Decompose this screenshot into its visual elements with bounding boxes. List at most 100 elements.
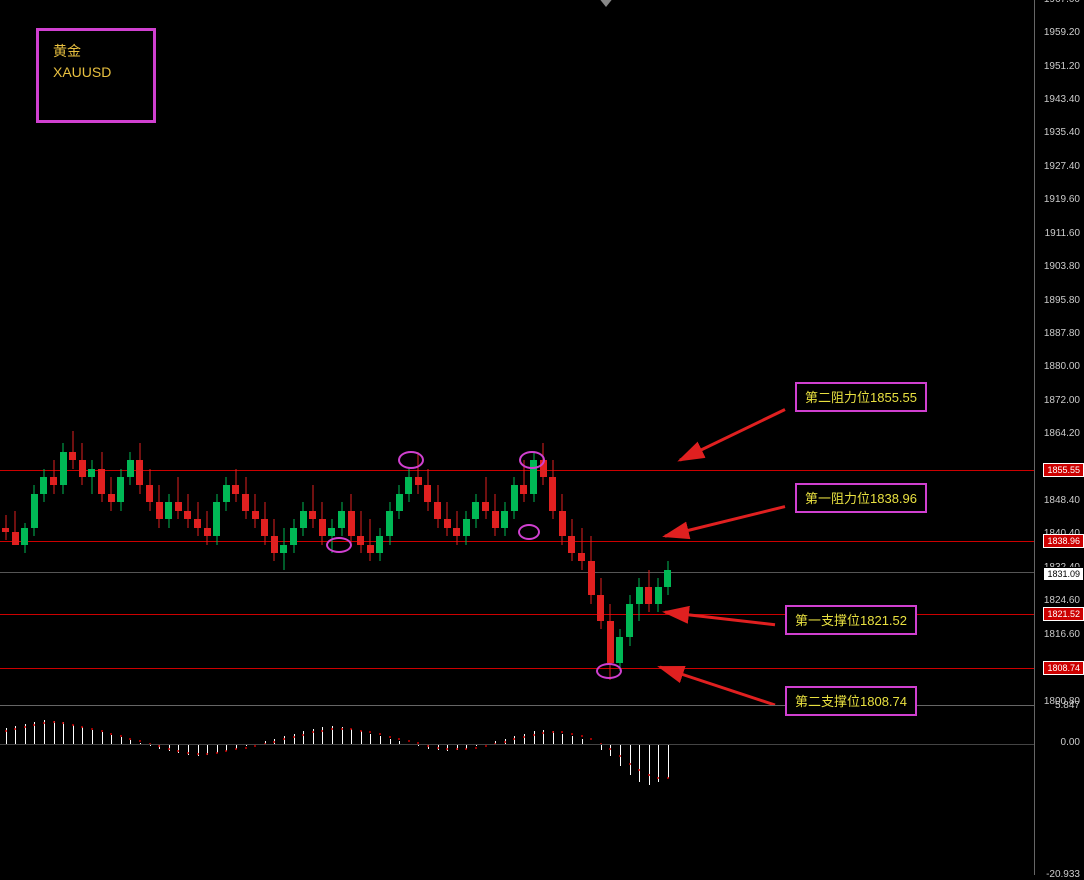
indicator-bar <box>562 734 563 744</box>
indicator-bar <box>73 725 74 744</box>
price-axis-tick: 1935.40 <box>1044 127 1080 138</box>
annotation-label: 第一阻力位1838.96 <box>805 491 917 506</box>
indicator-bar <box>524 734 525 744</box>
indicator-bar <box>361 731 362 744</box>
arrow-icon <box>680 409 785 460</box>
price-line-tag: 1838.96 <box>1043 534 1084 548</box>
candle <box>568 519 575 561</box>
candle <box>376 528 383 562</box>
price-axis-tick: 1967.00 <box>1044 0 1080 5</box>
indicator-bar <box>63 722 64 743</box>
candle <box>588 536 595 604</box>
indicator-signal-dot <box>72 724 74 726</box>
price-axis-tick: 1951.20 <box>1044 61 1080 72</box>
indicator-signal-dot <box>360 730 362 732</box>
price-axis-tick: 1959.20 <box>1044 27 1080 38</box>
indicator-bar <box>380 736 381 744</box>
indicator-bar <box>351 729 352 744</box>
indicator-signal-dot <box>446 748 448 750</box>
price-axis-tick: 1919.60 <box>1044 194 1080 205</box>
price-axis-tick: 1816.60 <box>1044 629 1080 640</box>
candle <box>578 528 585 570</box>
candle <box>136 443 143 494</box>
horizontal-line <box>0 470 1034 471</box>
highlight-ellipse <box>518 524 540 540</box>
annotation-box: 第一支撑位1821.52 <box>785 605 917 635</box>
indicator-signal-dot <box>571 733 573 735</box>
title-line2: XAUUSD <box>53 62 139 83</box>
candle <box>252 494 259 528</box>
candle <box>300 502 307 536</box>
indicator-bar <box>294 734 295 744</box>
indicator-signal-dot <box>110 733 112 735</box>
indicator-panel[interactable] <box>0 705 1034 875</box>
price-axis-tick: 1864.20 <box>1044 428 1080 439</box>
candle <box>213 494 220 545</box>
horizontal-line <box>0 668 1034 669</box>
candle <box>357 511 364 553</box>
price-line-tag: 1821.52 <box>1043 607 1084 621</box>
candle <box>98 452 105 503</box>
candle <box>444 502 451 536</box>
arrow-icon <box>665 507 785 537</box>
candle <box>309 485 316 527</box>
candle <box>79 443 86 485</box>
indicator-signal-dot <box>485 745 487 747</box>
price-axis-tick: 1943.40 <box>1044 94 1080 105</box>
chart-container: 1967.001959.201951.201943.401935.401927.… <box>0 0 1084 875</box>
indicator-signal-dot <box>629 763 631 765</box>
candle <box>2 515 9 540</box>
candle <box>434 485 441 527</box>
indicator-bar <box>342 727 343 743</box>
candle <box>127 452 134 486</box>
indicator-bar <box>82 727 83 743</box>
candle <box>21 523 28 553</box>
indicator-bar <box>178 744 179 753</box>
horizontal-line <box>0 541 1034 542</box>
indicator-signal-dot <box>91 728 93 730</box>
candle <box>626 595 633 646</box>
indicator-bar <box>111 735 112 744</box>
indicator-bar <box>649 744 650 785</box>
candle <box>597 578 604 629</box>
candle <box>549 460 556 519</box>
annotation-label: 第一支撑位1821.52 <box>795 613 907 628</box>
candle <box>108 477 115 511</box>
candle <box>223 477 230 511</box>
candle <box>511 477 518 519</box>
candle <box>348 494 355 545</box>
indicator-signal-dot <box>437 747 439 749</box>
down-marker-icon <box>598 0 614 7</box>
price-axis-tick: 1887.80 <box>1044 328 1080 339</box>
indicator-axis-tick: 5.847 <box>1055 700 1080 711</box>
indicator-bar <box>658 744 659 782</box>
candle <box>184 494 191 528</box>
candle <box>463 511 470 545</box>
candle <box>146 469 153 511</box>
candle <box>338 502 345 536</box>
candle <box>60 443 67 494</box>
candle <box>405 469 412 503</box>
title-box: 黄金 XAUUSD <box>36 28 156 123</box>
indicator-bar <box>572 736 573 744</box>
price-axis-tick: 1872.00 <box>1044 395 1080 406</box>
indicator-signal-dot <box>552 731 554 733</box>
candle <box>271 519 278 561</box>
indicator-zero-line <box>0 744 1034 745</box>
candle <box>204 511 211 545</box>
candle <box>319 502 326 544</box>
annotation-box: 第二阻力位1855.55 <box>795 382 927 412</box>
candle <box>424 469 431 511</box>
indicator-signal-dot <box>398 738 400 740</box>
price-axis-tick: 1911.60 <box>1045 228 1080 239</box>
indicator-signal-dot <box>581 735 583 737</box>
annotation-box: 第二支撑位1808.74 <box>785 686 917 716</box>
indicator-bar <box>630 744 631 775</box>
candle <box>194 502 201 536</box>
candle <box>175 477 182 519</box>
indicator-signal-dot <box>389 736 391 738</box>
candle <box>655 578 662 612</box>
indicator-signal-dot <box>187 752 189 754</box>
price-axis-tick: 1848.40 <box>1044 495 1080 506</box>
indicator-signal-dot <box>5 730 7 732</box>
